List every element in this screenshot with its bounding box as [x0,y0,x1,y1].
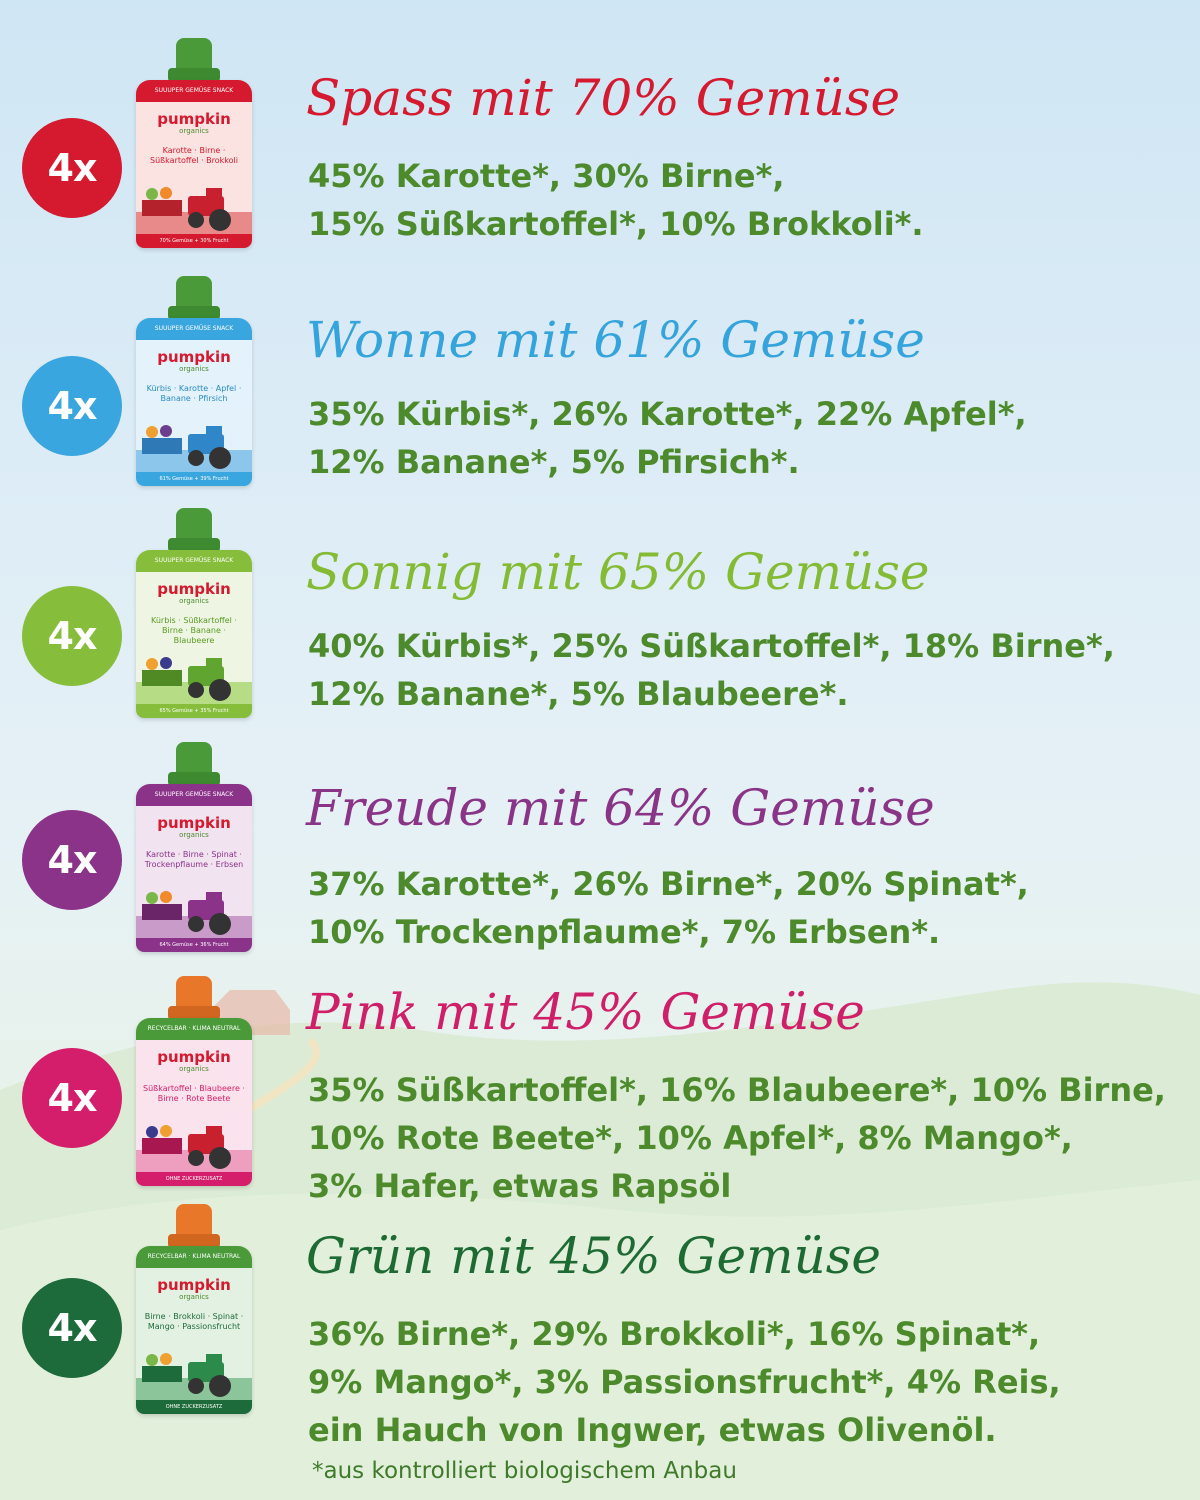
ingredient-line: 10% Rote Beete*, 10% Apfel*, 8% Mango*, [308,1119,1073,1157]
ingredient-line: 37% Karotte*, 26% Birne*, 20% Spinat*, [308,865,1029,903]
ingredient-line: 12% Banane*, 5% Blaubeere*. [308,675,849,713]
ingredient-list: 40% Kürbis*, 25% Süßkartoffel*, 18% Birn… [308,622,1188,718]
pouch-flavor: Süßkartoffel · Blaubeere · Birne · Rote … [143,1084,245,1103]
ingredient-list: 37% Karotte*, 26% Birne*, 20% Spinat*, 1… [308,860,1188,956]
pouch-flavor: Karotte · Birne · Süßkartoffel · Brokkol… [149,146,238,165]
ingredient-line: 12% Banane*, 5% Pfirsich*. [308,443,800,481]
ingredient-line: 35% Kürbis*, 26% Karotte*, 22% Apfel*, [308,395,1027,433]
ingredient-line: ein Hauch von Ingwer, etwas Olivenöl. [308,1411,997,1449]
tractor-illustration [136,1353,252,1400]
count-badge: 4x [22,586,122,686]
count-badge: 4x [22,810,122,910]
tractor-illustration [136,425,252,472]
tractor-illustration [136,657,252,704]
ingredient-list: 36% Birne*, 29% Brokkoli*, 16% Spinat*, … [308,1310,1188,1454]
ingredient-line: 3% Hafer, etwas Rapsöl [308,1167,732,1205]
pouch-flavor: Birne · Brokkoli · Spinat · Mango · Pass… [144,1312,244,1331]
ingredient-line: 15% Süßkartoffel*, 10% Brokkoli*. [308,205,924,243]
ingredient-line: 45% Karotte*, 30% Birne*, [308,157,785,195]
count-badge: 4x [22,1278,122,1378]
product-title: Spass mit 70% Gemüse [306,69,901,127]
tractor-illustration [136,187,252,234]
product-title: Sonnig mit 65% Gemüse [306,543,930,601]
tractor-illustration [136,891,252,938]
ingredient-line: 10% Trockenpflaume*, 7% Erbsen*. [308,913,941,951]
pouch-flavor: Karotte · Birne · Spinat · Trockenpflaum… [144,850,244,869]
count-badge: 4x [22,356,122,456]
product-title: Wonne mit 61% Gemüse [306,311,925,369]
ingredient-line: 40% Kürbis*, 25% Süßkartoffel*, 18% Birn… [308,627,1115,665]
count-badge: 4x [22,1048,122,1148]
product-title: Pink mit 45% Gemüse [306,983,865,1041]
product-title: Freude mit 64% Gemüse [306,779,935,837]
product-title: Grün mit 45% Gemüse [306,1227,881,1285]
ingredient-list: 45% Karotte*, 30% Birne*, 15% Süßkartoff… [308,152,1188,248]
ingredient-line: 35% Süßkartoffel*, 16% Blaubeere*, 10% B… [308,1071,1166,1109]
ingredient-list: 35% Kürbis*, 26% Karotte*, 22% Apfel*, 1… [308,390,1188,486]
count-badge: 4x [22,118,122,218]
organic-footnote: *aus kontrolliert biologischem Anbau [312,1458,737,1484]
tractor-illustration [136,1125,252,1172]
ingredient-line: 36% Birne*, 29% Brokkoli*, 16% Spinat*, [308,1315,1041,1353]
pouch-flavor: Kürbis · Süßkartoffel · Birne · Banane ·… [151,616,237,645]
ingredient-line: 9% Mango*, 3% Passionsfrucht*, 4% Reis, [308,1363,1061,1401]
pouch-flavor: Kürbis · Karotte · Apfel · Banane · Pfir… [146,384,242,403]
ingredient-list: 35% Süßkartoffel*, 16% Blaubeere*, 10% B… [308,1066,1188,1210]
